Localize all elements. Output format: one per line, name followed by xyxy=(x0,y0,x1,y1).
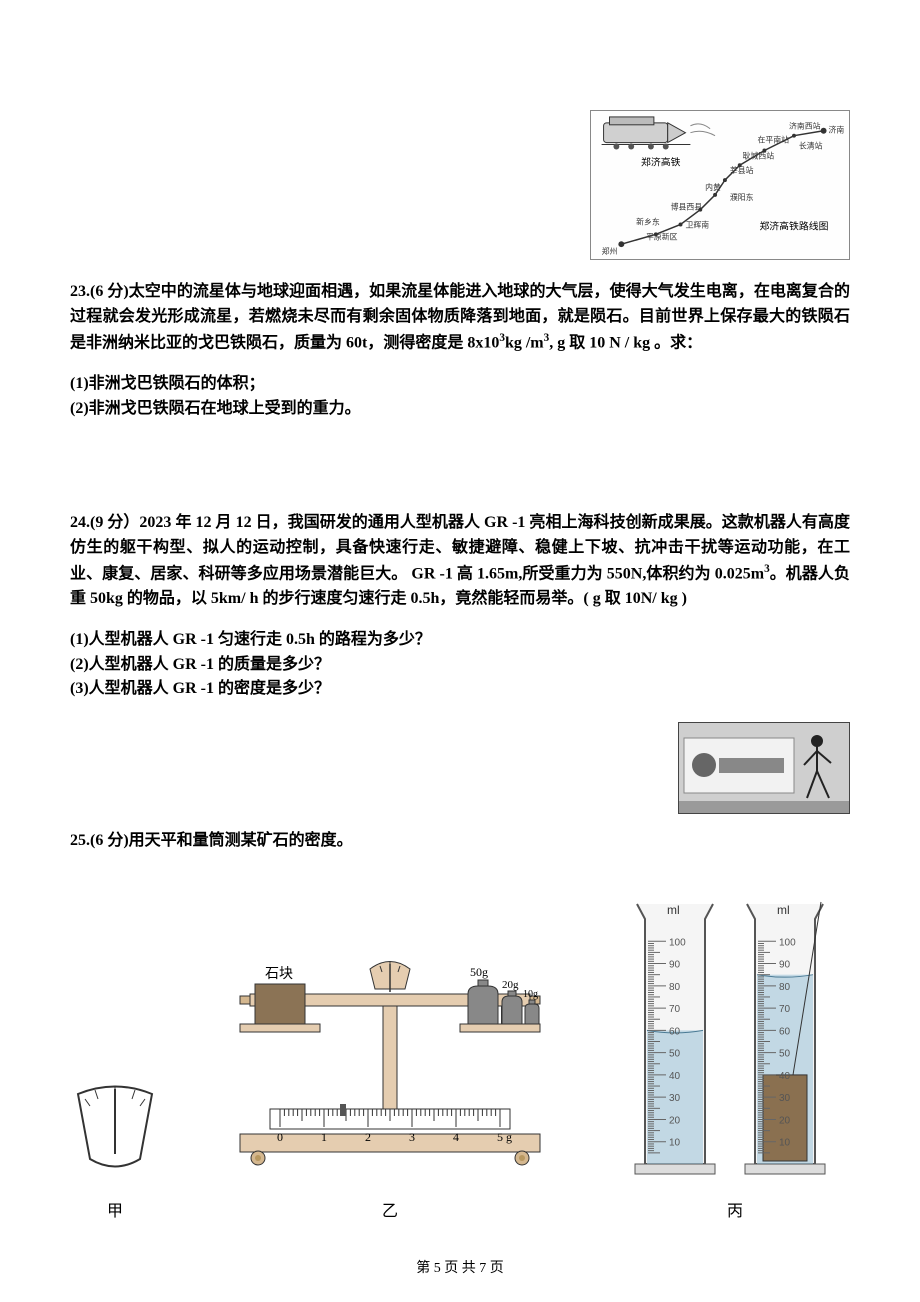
block-label: 石块 xyxy=(265,966,293,982)
figure-a-label: 甲 xyxy=(70,1197,160,1221)
svg-text:20: 20 xyxy=(779,1115,791,1126)
svg-text:ml: ml xyxy=(777,903,790,917)
figure-a: 甲 xyxy=(70,1074,160,1221)
train-icon xyxy=(602,117,715,150)
figure-b-label: 乙 xyxy=(210,1197,570,1221)
svg-text:ml: ml xyxy=(667,903,680,917)
question-23: 23.(6 分)太空中的流星体与地球迎面相遇，如果流星体能进入地球的大气层，使得… xyxy=(70,280,850,421)
svg-text:60: 60 xyxy=(779,1026,791,1037)
svg-text:内黄: 内黄 xyxy=(705,182,721,192)
svg-text:90: 90 xyxy=(669,960,681,971)
svg-text:30: 30 xyxy=(779,1093,791,1104)
svg-text:济南西站: 济南西站 xyxy=(789,121,821,131)
svg-text:莘县站: 莘县站 xyxy=(730,165,754,175)
railway-label: 郑济高铁 xyxy=(641,155,681,168)
svg-text:濮阳东: 濮阳东 xyxy=(730,192,754,202)
svg-text:g: g xyxy=(506,1130,512,1144)
svg-text:在平南站: 在平南站 xyxy=(757,135,789,145)
svg-text:0: 0 xyxy=(277,1130,283,1144)
svg-text:20g: 20g xyxy=(502,979,519,991)
svg-text:50: 50 xyxy=(779,1049,791,1060)
svg-text:长清站: 长清站 xyxy=(799,140,823,150)
svg-text:90: 90 xyxy=(779,960,791,971)
svg-text:50: 50 xyxy=(669,1049,681,1060)
cylinders-icon: ml 100 90 80 70 60 50 40 30 20 10 ml 100 90 80 70 60 50 4… xyxy=(620,884,850,1184)
route-title: 郑济高铁路线图 xyxy=(759,219,828,232)
svg-text:50g: 50g xyxy=(470,965,488,979)
svg-text:5: 5 xyxy=(497,1130,503,1144)
q24-sub3: (3)人型机器人 GR -1 的密度是多少？ xyxy=(70,677,850,702)
balance-icon: 0 1 2 3 4 5g xyxy=(210,934,570,1184)
q23-sub2: (2)非洲戈巴铁陨石在地球上受到的重力。 xyxy=(70,397,850,422)
q23-sub1: (1)非洲戈巴铁陨石的体积； xyxy=(70,372,850,397)
svg-text:卫辉南: 卫辉南 xyxy=(685,219,709,229)
figure-c: ml 100 90 80 70 60 50 40 30 20 10 ml 100 90 80 70 60 50 4… xyxy=(620,884,850,1221)
svg-text:100: 100 xyxy=(669,937,686,948)
svg-text:30: 30 xyxy=(669,1093,681,1104)
svg-text:4: 4 xyxy=(453,1130,459,1144)
q24-text: 24.(9 分）2023 年 12 月 12 日，我国研发的通用人型机器人 GR… xyxy=(70,511,850,612)
svg-text:10: 10 xyxy=(669,1138,681,1149)
svg-text:郑州: 郑州 xyxy=(602,246,618,256)
railway-map-figure: 郑济高铁 济南 济南西站 长清站 在平南站 耿城西站 莘县站 内黄 濮阳东 博县… xyxy=(590,110,850,260)
svg-text:10g: 10g xyxy=(523,989,538,1000)
svg-text:新乡东: 新乡东 xyxy=(636,216,660,226)
svg-text:40: 40 xyxy=(669,1071,681,1082)
svg-text:70: 70 xyxy=(779,1004,791,1015)
svg-text:20: 20 xyxy=(669,1115,681,1126)
q24-sub1: (1)人型机器人 GR -1 匀速行走 0.5h 的路程为多少？ xyxy=(70,628,850,653)
figure-row: 甲 0 1 2 3 4 5g xyxy=(70,884,850,1221)
svg-text:耿城西站: 耿城西站 xyxy=(743,150,775,160)
svg-text:平原新区: 平原新区 xyxy=(646,231,678,241)
svg-text:3: 3 xyxy=(409,1130,415,1144)
question-24: 24.(9 分）2023 年 12 月 12 日，我国研发的通用人型机器人 GR… xyxy=(70,511,850,702)
q24-sub2: (2)人型机器人 GR -1 的质量是多少？ xyxy=(70,653,850,678)
svg-text:80: 80 xyxy=(669,982,681,993)
page-footer: 第 5 页 共 7 页 xyxy=(0,1257,920,1277)
svg-text:60: 60 xyxy=(669,1026,681,1037)
svg-text:70: 70 xyxy=(669,1004,681,1015)
svg-text:100: 100 xyxy=(779,937,796,948)
q25-text: 25.(6 分)用天平和量筒测某矿石的密度。 xyxy=(70,829,850,854)
svg-text:10: 10 xyxy=(779,1138,791,1149)
svg-text:1: 1 xyxy=(321,1130,327,1144)
robot-photo xyxy=(678,722,850,814)
dial-icon xyxy=(70,1074,160,1184)
question-25: 25.(6 分)用天平和量筒测某矿石的密度。 xyxy=(70,829,850,854)
svg-text:博县西县: 博县西县 xyxy=(671,202,703,212)
figure-b: 0 1 2 3 4 5g xyxy=(210,934,570,1221)
svg-text:济南: 济南 xyxy=(829,125,845,135)
svg-text:80: 80 xyxy=(779,982,791,993)
figure-c-label: 丙 xyxy=(620,1197,850,1221)
q23-text: 23.(6 分)太空中的流星体与地球迎面相遇，如果流星体能进入地球的大气层，使得… xyxy=(70,280,850,356)
svg-text:2: 2 xyxy=(365,1130,371,1144)
svg-text:40: 40 xyxy=(779,1071,791,1082)
